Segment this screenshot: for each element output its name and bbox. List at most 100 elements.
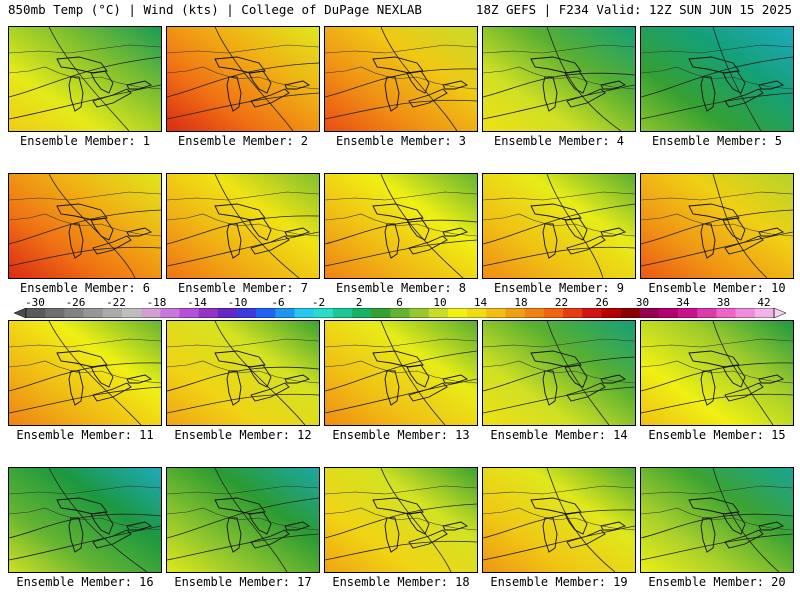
colorbar-segment [45,308,65,318]
colorbar-segment [352,308,372,318]
ensemble-map-panel [8,467,162,573]
colorbar-segment [735,308,756,318]
colorbar-tick-label: -22 [106,296,126,309]
colorbar-segment [467,308,487,318]
ensemble-map-panel [640,26,794,132]
colorbar-segment [716,308,736,318]
ensemble-map-panel [482,173,636,279]
colorbar-segment [447,308,468,318]
colorbar-segment [83,308,104,318]
ensemble-member-label: Ensemble Member: 20 [648,575,786,589]
ensemble-map-panel [166,467,320,573]
ensemble-map-panel [8,173,162,279]
colorbar-segment [102,308,123,318]
colorbar-segment [313,308,334,318]
ensemble-member-label: Ensemble Member: 2 [177,134,309,148]
colorbar-segment [256,308,276,318]
colorbar-tick-label: -10 [227,296,248,309]
ensemble-map-panel [640,173,794,279]
colorbar-segment [294,308,314,318]
colorbar-segment [332,308,353,318]
ensemble-member-label: Ensemble Member: 16 [16,575,154,589]
colorbar-tick-label: 18 [514,296,528,309]
colorbar-segment [371,308,391,318]
colorbar-segment [678,308,698,318]
colorbar-tick-label: -30 [25,296,45,309]
ensemble-map-panel [8,26,162,132]
ensemble-map-panel [324,320,478,426]
colorbar-tick-label: -14 [187,296,207,309]
ensemble-member-label: Ensemble Member: 15 [648,428,786,442]
ensemble-member-label: Ensemble Member: 9 [493,281,625,295]
ensemble-map-panel [482,26,636,132]
colorbar-tick-label: -6 [271,296,285,309]
colorbar-tick-label: 38 [716,296,731,309]
colorbar-segment [582,308,602,318]
temperature-colorbar [14,308,786,318]
colorbar-tick-label: 30 [635,296,650,309]
ensemble-map-panel [166,26,320,132]
colorbar-tick-label: -18 [146,296,167,309]
colorbar-segment [543,308,564,318]
colorbar-tick-label: 6 [396,296,403,309]
colorbar-segment [26,308,46,318]
ensemble-map-panel [324,467,478,573]
colorbar-segment [563,308,583,318]
ensemble-member-label: Ensemble Member: 11 [16,428,154,442]
colorbar-tick-label: 10 [433,296,447,309]
ensemble-map-panel [640,320,794,426]
colorbar-segment [639,308,660,318]
ensemble-map-panel [482,320,636,426]
ensemble-member-label: Ensemble Member: 5 [651,134,783,148]
colorbar-segment [121,308,142,318]
colorbar-segment [486,308,506,318]
colorbar-segment [179,308,199,318]
ensemble-member-label: Ensemble Member: 14 [490,428,628,442]
colorbar-tick-label: -2 [311,296,326,309]
ensemble-map-panel [166,173,320,279]
colorbar-segment [658,308,679,318]
ensemble-member-label: Ensemble Member: 12 [174,428,312,442]
ensemble-member-label: Ensemble Member: 7 [177,281,309,295]
colorbar-segment [141,308,161,318]
colorbar-tick-label: 34 [676,296,690,309]
colorbar-segment [198,308,219,318]
ensemble-member-label: Ensemble Member: 18 [332,575,470,589]
colorbar-tick-label: 42 [757,296,771,309]
ensemble-member-label: Ensemble Member: 10 [648,281,786,295]
ensemble-map-panel [166,320,320,426]
ensemble-member-label: Ensemble Member: 17 [174,575,312,589]
colorbar-segment [217,308,238,318]
ensemble-member-label: Ensemble Member: 19 [490,575,628,589]
colorbar-segment [620,308,641,318]
colorbar-low-arrow [14,308,27,318]
colorbar-segment [428,308,449,318]
colorbar-segment [275,308,295,318]
colorbar-segment [64,308,84,318]
header-title: 850mb Temp (°C) | Wind (kts) | College o… [8,2,422,17]
colorbar-segment [524,308,545,318]
colorbar-tick-label: -26 [65,296,86,309]
ensemble-member-label: Ensemble Member: 3 [335,134,467,148]
colorbar-high-arrow [773,308,786,318]
colorbar-tick-label: 26 [595,296,609,309]
colorbar-tick-label: 2 [355,296,363,309]
colorbar-segment [754,308,775,318]
colorbar-tick-label: 14 [473,296,488,309]
colorbar-segment [236,308,257,318]
colorbar-segment [505,308,525,318]
colorbar-segment [409,308,430,318]
ensemble-map-panel [640,467,794,573]
ensemble-member-label: Ensemble Member: 13 [332,428,470,442]
ensemble-map-panel [324,26,478,132]
ensemble-member-label: Ensemble Member: 1 [19,134,151,148]
ensemble-map-panel [8,320,162,426]
ensemble-member-label: Ensemble Member: 4 [493,134,625,148]
colorbar-segment [160,308,180,318]
colorbar-segment [390,308,410,318]
colorbar-segment [697,308,717,318]
ensemble-member-label: Ensemble Member: 6 [19,281,151,295]
header-valid-time: 18Z GEFS | F234 Valid: 12Z SUN JUN 15 20… [475,2,792,17]
colorbar-segment [601,308,621,318]
ensemble-member-label: Ensemble Member: 8 [335,281,467,295]
